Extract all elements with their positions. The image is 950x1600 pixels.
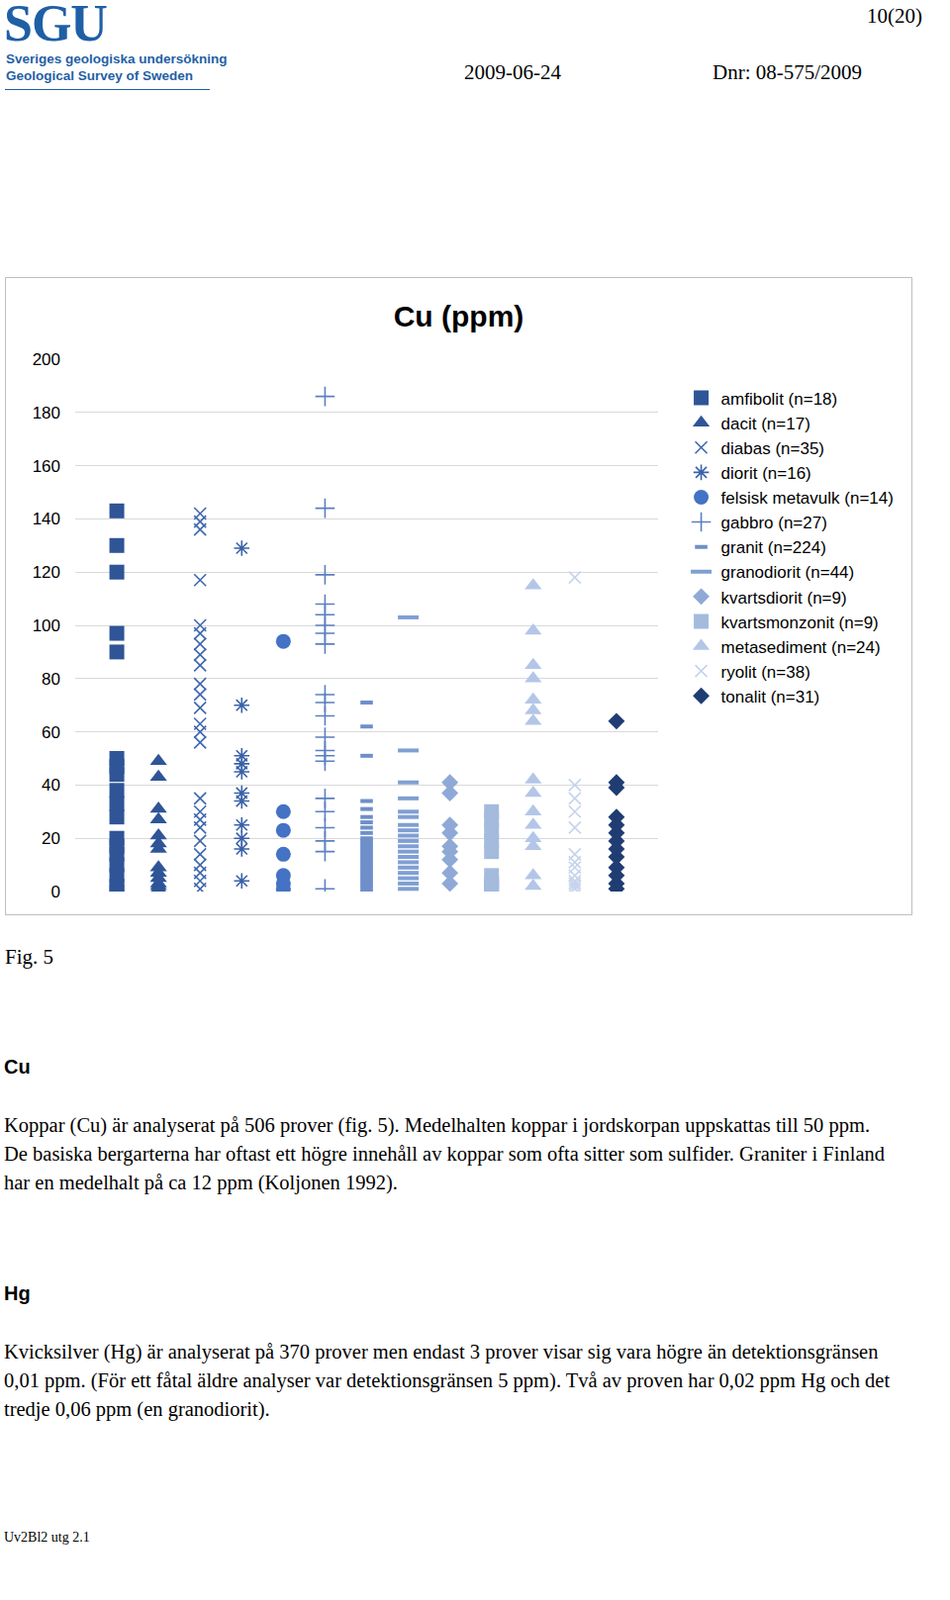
svg-text:metasediment (n=24): metasediment (n=24) (721, 638, 881, 658)
svg-text:diorit (n=16): diorit (n=16) (721, 464, 812, 483)
html-text:Cu: Cu (3, 1055, 31, 1078)
html-text:Kvicksilver (Hg) är analyserat: Kvicksilver (Hg) är analyserat på 370 pr… (3, 1340, 890, 1421)
html-text:10(20): 10(20) (866, 3, 923, 28)
html-text:Dnr: 08-575/2009: Dnr: 08-575/2009 (712, 60, 863, 85)
html-text:Fig. 5: Fig. 5 (4, 945, 54, 969)
svg-text:180: 180 (32, 403, 61, 423)
svg-text:80: 80 (41, 669, 61, 689)
html-text:2009-06-24: 2009-06-24 (464, 60, 562, 85)
svg-text:0: 0 (51, 882, 61, 902)
svg-text:60: 60 (41, 723, 61, 743)
svg-text:tonalit (n=31): tonalit (n=31) (721, 687, 821, 707)
html-text:Geological Survey of Sweden: Geological Survey of Sweden (5, 68, 194, 84)
svg-text:felsisk metavulk (n=14): felsisk metavulk (n=14) (721, 488, 894, 508)
html-text:Hg: Hg (3, 1282, 31, 1305)
svg-text:granodiorit (n=44): granodiorit (n=44) (721, 563, 855, 582)
svg-text:gabbro (n=27): gabbro (n=27) (721, 513, 828, 533)
html-text:Uv2Bl2 utg 2.1: Uv2Bl2 utg 2.1 (3, 1529, 90, 1545)
svg-text:40: 40 (41, 775, 61, 795)
svg-text:kvartsdiorit (n=9): kvartsdiorit (n=9) (721, 588, 848, 608)
svg-text:200: 200 (32, 350, 61, 370)
svg-text:diabas (n=35): diabas (n=35) (721, 439, 825, 459)
svg-text:kvartsmonzonit (n=9): kvartsmonzonit (n=9) (721, 613, 879, 633)
svg-text:granit (n=224): granit (n=224) (721, 538, 827, 558)
html-text:Koppar (Cu) är analyserat på 5: Koppar (Cu) är analyserat på 506 prover … (3, 1114, 885, 1194)
svg-text:amfibolit (n=18): amfibolit (n=18) (721, 389, 839, 409)
svg-text:120: 120 (32, 563, 61, 582)
svg-text:140: 140 (32, 509, 61, 529)
svg-text:ryolit (n=38): ryolit (n=38) (721, 663, 811, 682)
svg-text:100: 100 (32, 616, 61, 636)
svg-text:160: 160 (32, 457, 61, 476)
svg-text:20: 20 (41, 829, 61, 849)
svg-text:dacit (n=17): dacit (n=17) (721, 414, 811, 434)
html-text:Sveriges geologiska undersökni: Sveriges geologiska undersökning (5, 51, 228, 67)
svg-text:Cu (ppm): Cu (ppm) (393, 299, 525, 333)
